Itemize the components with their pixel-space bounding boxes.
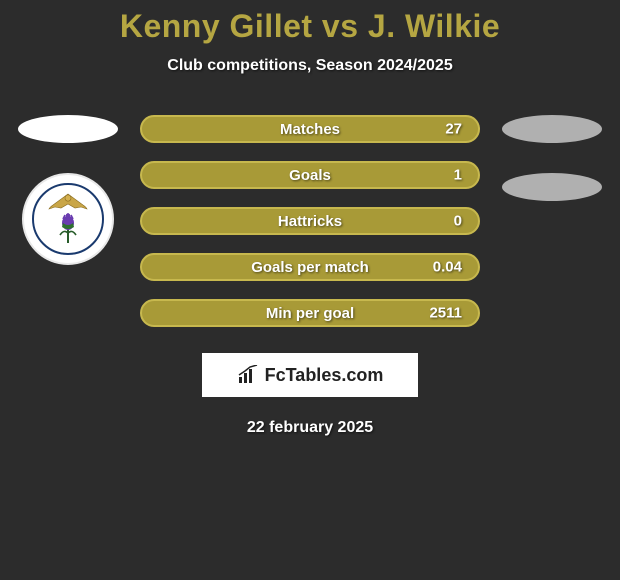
thistle-icon <box>56 213 80 245</box>
stats-column: Matches 27 Goals 1 Hattricks 0 Goals per… <box>140 115 480 327</box>
stat-value: 0.04 <box>433 259 462 276</box>
main-row: Matches 27 Goals 1 Hattricks 0 Goals per… <box>0 115 620 327</box>
stat-label: Min per goal <box>266 305 354 322</box>
player-oval-right-1 <box>502 115 602 143</box>
left-column <box>18 115 118 265</box>
page-title: Kenny Gillet vs J. Wilkie <box>0 8 620 45</box>
stat-label: Goals per match <box>251 259 369 276</box>
right-column <box>502 115 602 201</box>
stat-value: 0 <box>454 213 462 230</box>
stat-value: 27 <box>445 121 462 138</box>
eagle-icon <box>47 191 89 211</box>
stat-bar-goals-per-match: Goals per match 0.04 <box>140 253 480 281</box>
club-badge-left <box>22 173 114 265</box>
stat-value: 1 <box>454 167 462 184</box>
stat-bar-goals: Goals 1 <box>140 161 480 189</box>
stat-label: Hattricks <box>278 213 342 230</box>
player-oval-right-2 <box>502 173 602 201</box>
stat-label: Matches <box>280 121 340 138</box>
player-oval-left <box>18 115 118 143</box>
stat-value: 2511 <box>429 305 462 322</box>
stat-bar-hattricks: Hattricks 0 <box>140 207 480 235</box>
fctables-logo: FcTables.com <box>202 353 418 397</box>
stat-bar-matches: Matches 27 <box>140 115 480 143</box>
chart-icon <box>237 365 261 385</box>
date-text: 22 february 2025 <box>0 419 620 437</box>
logo-text: FcTables.com <box>265 365 384 386</box>
stat-bar-min-per-goal: Min per goal 2511 <box>140 299 480 327</box>
page-subtitle: Club competitions, Season 2024/2025 <box>0 57 620 75</box>
stat-label: Goals <box>289 167 331 184</box>
infographic-container: Kenny Gillet vs J. Wilkie Club competiti… <box>0 0 620 580</box>
club-badge-inner <box>32 183 104 255</box>
